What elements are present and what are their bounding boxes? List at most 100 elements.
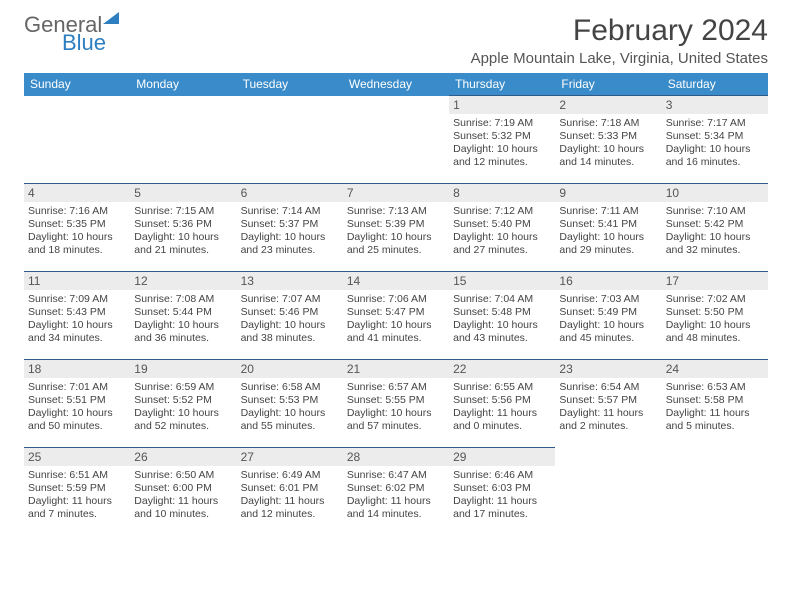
sunset-line: Sunset: 5:42 PM xyxy=(666,218,764,231)
day-number: 27 xyxy=(237,448,343,466)
calendar-cell: 15Sunrise: 7:04 AMSunset: 5:48 PMDayligh… xyxy=(449,272,555,360)
daylight-line-1: Daylight: 11 hours xyxy=(453,495,551,508)
calendar-cell: 14Sunrise: 7:06 AMSunset: 5:47 PMDayligh… xyxy=(343,272,449,360)
sunrise-line: Sunrise: 6:53 AM xyxy=(666,381,764,394)
calendar-cell: 25 Sunrise: 6:51 AMSunset: 5:59 PMDayligh… xyxy=(24,448,130,536)
sunset-line: Sunset: 5:32 PM xyxy=(453,130,551,143)
sunrise-line: Sunrise: 7:13 AM xyxy=(347,205,445,218)
daylight-line-2: and 18 minutes. xyxy=(28,244,126,257)
daylight-line-2: and 5 minutes. xyxy=(666,420,764,433)
day-number: 7 xyxy=(343,184,449,202)
daylight-line-1: Daylight: 10 hours xyxy=(241,231,339,244)
sunset-line: Sunset: 5:47 PM xyxy=(347,306,445,319)
daylight-line-1: Daylight: 10 hours xyxy=(134,231,232,244)
day-number: 3 xyxy=(662,96,768,114)
calendar-cell-blank xyxy=(343,96,449,184)
day-number: 13 xyxy=(237,272,343,290)
daylight-line-2: and 27 minutes. xyxy=(453,244,551,257)
sunrise-line: Sunrise: 6:49 AM xyxy=(241,469,339,482)
sunset-line: Sunset: 5:56 PM xyxy=(453,394,551,407)
calendar-week-row: 11Sunrise: 7:09 AMSunset: 5:43 PMDayligh… xyxy=(24,272,768,360)
calendar-cell: 26Sunrise: 6:50 AMSunset: 6:00 PMDayligh… xyxy=(130,448,236,536)
daylight-line-2: and 36 minutes. xyxy=(134,332,232,345)
daylight-line-2: and 12 minutes. xyxy=(241,508,339,521)
day-number: 18 xyxy=(24,360,130,378)
day-number: 2 xyxy=(555,96,661,114)
header: General Blue February 2024 Apple Mountai… xyxy=(24,14,768,67)
daylight-line-1: Daylight: 11 hours xyxy=(28,495,126,508)
calendar-cell: 16Sunrise: 7:03 AMSunset: 5:49 PMDayligh… xyxy=(555,272,661,360)
sunset-line: Sunset: 5:53 PM xyxy=(241,394,339,407)
day-number: 21 xyxy=(343,360,449,378)
day-number: 8 xyxy=(449,184,555,202)
daylight-line-1: Daylight: 10 hours xyxy=(347,231,445,244)
sunrise-line: Sunrise: 6:54 AM xyxy=(559,381,657,394)
daylight-line-2: and 7 minutes. xyxy=(28,508,126,521)
daylight-line-1: Daylight: 10 hours xyxy=(347,319,445,332)
sunrise-line: Sunrise: 7:15 AM xyxy=(134,205,232,218)
sunrise-line: Sunrise: 6:58 AM xyxy=(241,381,339,394)
sunset-line: Sunset: 5:49 PM xyxy=(559,306,657,319)
sunset-line: Sunset: 5:55 PM xyxy=(347,394,445,407)
sunset-line: Sunset: 5:59 PM xyxy=(28,482,126,495)
daylight-line-1: Daylight: 10 hours xyxy=(453,143,551,156)
calendar-week-row: 1Sunrise: 7:19 AMSunset: 5:32 PMDaylight… xyxy=(24,96,768,184)
sunset-line: Sunset: 5:57 PM xyxy=(559,394,657,407)
daylight-line-1: Daylight: 11 hours xyxy=(666,407,764,420)
dow-sunday: Sunday xyxy=(24,73,130,96)
day-number: 29 xyxy=(449,448,555,466)
sunrise-line: Sunrise: 7:07 AM xyxy=(241,293,339,306)
calendar-cell: 10Sunrise: 7:10 AMSunset: 5:42 PMDayligh… xyxy=(662,184,768,272)
sunrise-line: Sunrise: 6:47 AM xyxy=(347,469,445,482)
sunrise-line: Sunrise: 6:51 AM xyxy=(28,469,126,482)
daylight-line-1: Daylight: 10 hours xyxy=(241,407,339,420)
calendar-cell: 7Sunrise: 7:13 AMSunset: 5:39 PMDaylight… xyxy=(343,184,449,272)
calendar-cell: 5Sunrise: 7:15 AMSunset: 5:36 PMDaylight… xyxy=(130,184,236,272)
sunrise-line: Sunrise: 6:55 AM xyxy=(453,381,551,394)
dow-saturday: Saturday xyxy=(662,73,768,96)
calendar-table: Sunday Monday Tuesday Wednesday Thursday… xyxy=(24,73,768,536)
calendar-cell: 1Sunrise: 7:19 AMSunset: 5:32 PMDaylight… xyxy=(449,96,555,184)
calendar-cell: 27Sunrise: 6:49 AMSunset: 6:01 PMDayligh… xyxy=(237,448,343,536)
day-number: 14 xyxy=(343,272,449,290)
sunset-line: Sunset: 5:37 PM xyxy=(241,218,339,231)
calendar-cell-blank xyxy=(555,448,661,536)
daylight-line-2: and 52 minutes. xyxy=(134,420,232,433)
location-subtitle: Apple Mountain Lake, Virginia, United St… xyxy=(471,50,768,67)
day-number: 12 xyxy=(130,272,236,290)
daylight-line-2: and 41 minutes. xyxy=(347,332,445,345)
daylight-line-2: and 17 minutes. xyxy=(453,508,551,521)
daylight-line-2: and 55 minutes. xyxy=(241,420,339,433)
sunset-line: Sunset: 5:48 PM xyxy=(453,306,551,319)
calendar-cell: 19Sunrise: 6:59 AMSunset: 5:52 PMDayligh… xyxy=(130,360,236,448)
sunset-line: Sunset: 6:02 PM xyxy=(347,482,445,495)
daylight-line-1: Daylight: 11 hours xyxy=(453,407,551,420)
sunset-line: Sunset: 5:50 PM xyxy=(666,306,764,319)
daylight-line-2: and 23 minutes. xyxy=(241,244,339,257)
daylight-line-1: Daylight: 10 hours xyxy=(559,231,657,244)
sunrise-line: Sunrise: 7:14 AM xyxy=(241,205,339,218)
daylight-line-2: and 48 minutes. xyxy=(666,332,764,345)
day-number: 4 xyxy=(24,184,130,202)
calendar-cell: 8Sunrise: 7:12 AMSunset: 5:40 PMDaylight… xyxy=(449,184,555,272)
day-number: 15 xyxy=(449,272,555,290)
dow-tuesday: Tuesday xyxy=(237,73,343,96)
daylight-line-1: Daylight: 11 hours xyxy=(134,495,232,508)
sunrise-line: Sunrise: 7:09 AM xyxy=(28,293,126,306)
day-number: 25 xyxy=(24,448,130,466)
dow-thursday: Thursday xyxy=(449,73,555,96)
dow-header-row: Sunday Monday Tuesday Wednesday Thursday… xyxy=(24,73,768,96)
sunset-line: Sunset: 5:40 PM xyxy=(453,218,551,231)
sunrise-line: Sunrise: 7:04 AM xyxy=(453,293,551,306)
calendar-cell: 18Sunrise: 7:01 AMSunset: 5:51 PMDayligh… xyxy=(24,360,130,448)
calendar-cell: 20Sunrise: 6:58 AMSunset: 5:53 PMDayligh… xyxy=(237,360,343,448)
calendar-cell: 2Sunrise: 7:18 AMSunset: 5:33 PMDaylight… xyxy=(555,96,661,184)
logo-text-2: Blue xyxy=(62,32,119,54)
daylight-line-1: Daylight: 10 hours xyxy=(559,143,657,156)
daylight-line-1: Daylight: 10 hours xyxy=(559,319,657,332)
calendar-cell: 24Sunrise: 6:53 AMSunset: 5:58 PMDayligh… xyxy=(662,360,768,448)
sunrise-line: Sunrise: 7:16 AM xyxy=(28,205,126,218)
calendar-cell: 22Sunrise: 6:55 AMSunset: 5:56 PMDayligh… xyxy=(449,360,555,448)
daylight-line-2: and 43 minutes. xyxy=(453,332,551,345)
sunrise-line: Sunrise: 6:59 AM xyxy=(134,381,232,394)
